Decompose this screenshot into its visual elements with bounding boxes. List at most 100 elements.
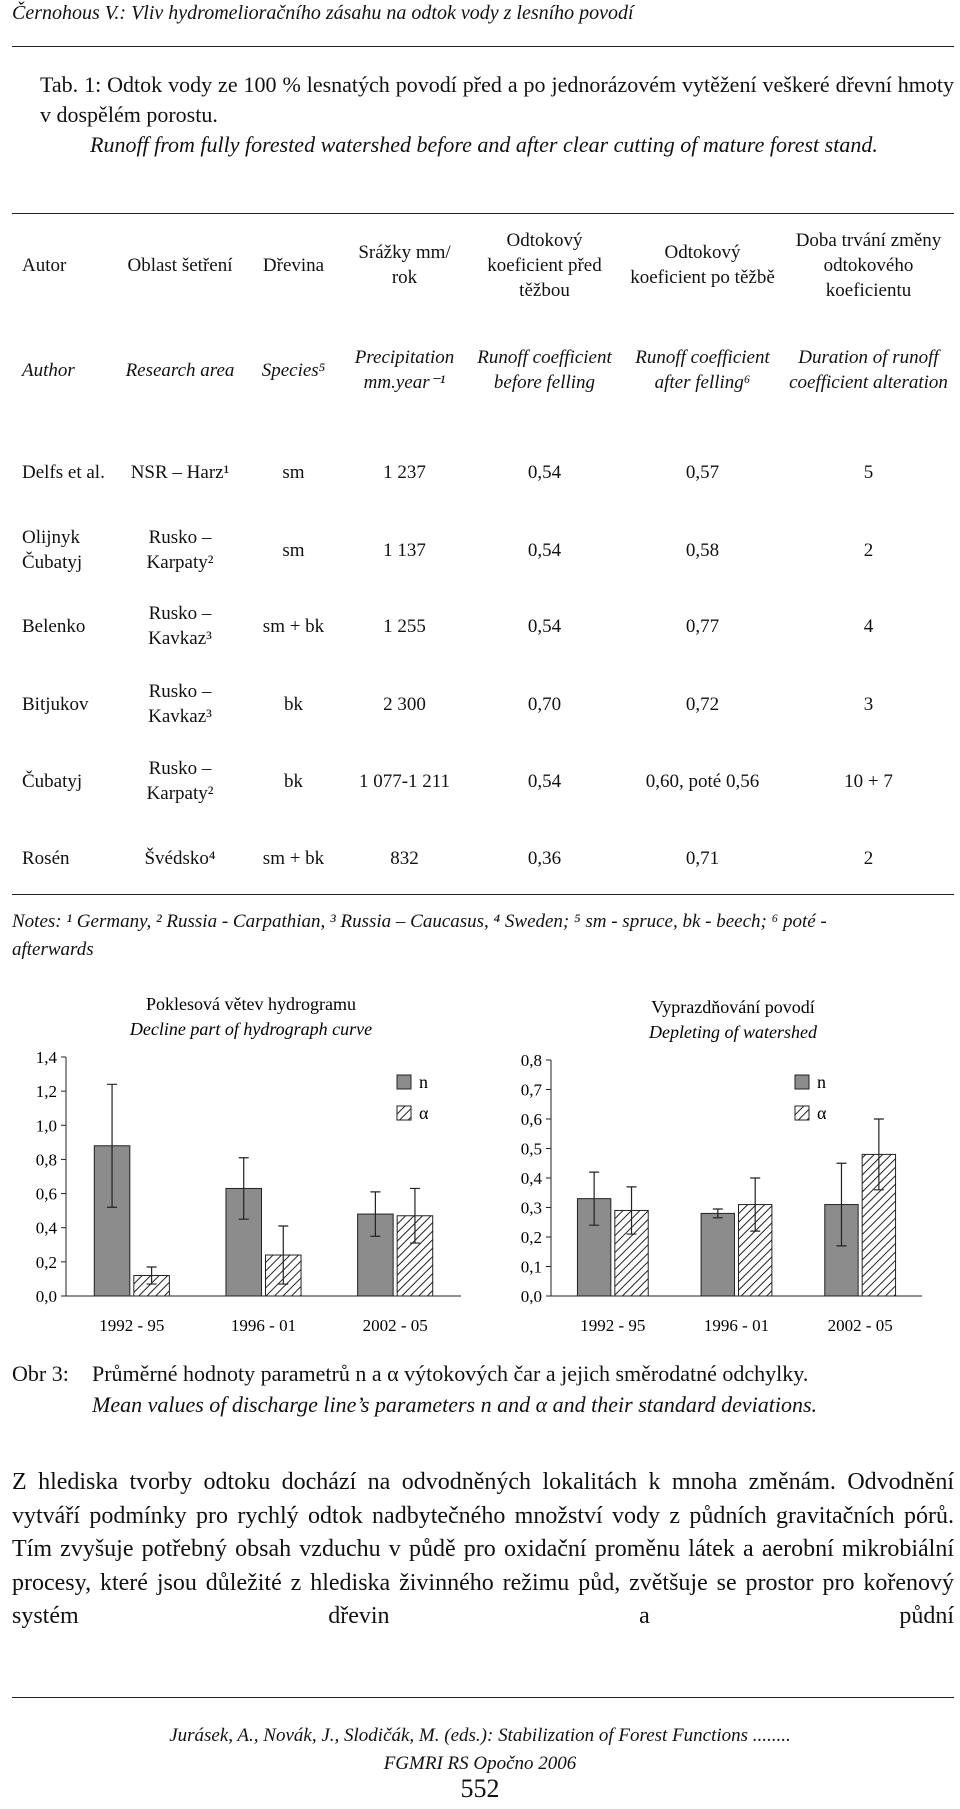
table-cell: sm + bk xyxy=(262,615,325,637)
page-number: 552 xyxy=(460,1774,500,1803)
error-bar xyxy=(238,1157,249,1220)
y-tick-label: 0,2 xyxy=(521,1228,542,1247)
table-cell: 0,71 xyxy=(685,847,720,869)
error-bar xyxy=(626,1186,637,1235)
table-cell: NSR – Harz¹ xyxy=(130,461,230,483)
chart-title: Vyprazdňování povodí xyxy=(651,997,814,1017)
error-bar xyxy=(409,1187,420,1244)
figure-caption-label: Obr 3: xyxy=(12,1361,69,1386)
table-cell: Čubatyj xyxy=(22,770,83,792)
table-cell: 1 137 xyxy=(383,539,426,561)
y-tick-label: 1,2 xyxy=(36,1082,57,1101)
legend-swatch xyxy=(794,1074,810,1090)
table-caption: Tab. 1: Odtok vody ze 100 % lesnatých po… xyxy=(40,70,954,160)
table-cell: Olijnyk Čubatyj xyxy=(22,527,83,573)
y-tick-label: 0,3 xyxy=(521,1199,542,1218)
table-cell: 0,57 xyxy=(685,461,720,483)
y-tick-label: 0,6 xyxy=(36,1185,57,1204)
chart-subtitle: Depleting of watershed xyxy=(648,1022,818,1042)
table-cell: 4 xyxy=(863,615,874,637)
x-tick-label: 2002 - 05 xyxy=(828,1316,893,1335)
error-bar xyxy=(146,1266,157,1285)
table-cell: 10 + 7 xyxy=(844,770,893,792)
table-cell: Dřevina xyxy=(262,254,325,276)
table-cell: sm xyxy=(282,539,305,561)
table-cell: Srážky mm/ rok xyxy=(358,242,451,288)
footer-rule xyxy=(12,1697,954,1698)
table-cell: 0,72 xyxy=(685,693,720,715)
y-tick-label: 0,0 xyxy=(36,1287,57,1306)
table-cell: Doba trvání změny odtokového koeficientu xyxy=(795,229,942,301)
figure-caption: Obr 3: Průměrné hodnoty parametrů n a α … xyxy=(12,1358,954,1420)
table-cell: 0,60, poté 0,56 xyxy=(645,770,760,792)
legend-swatch xyxy=(396,1105,412,1121)
table-cell: 0,54 xyxy=(527,461,562,483)
y-tick-label: 0,1 xyxy=(521,1258,542,1277)
table-cell: Runoff coefficient after felling⁶ xyxy=(635,347,770,393)
table-cell: 1 255 xyxy=(383,615,426,637)
y-tick-label: 0,8 xyxy=(521,1051,542,1070)
y-tick-label: 0,0 xyxy=(521,1287,542,1306)
legend-label: n xyxy=(817,1072,826,1092)
footer: Jurásek, A., Novák, J., Slodičák, M. (ed… xyxy=(0,1722,960,1778)
error-bar xyxy=(873,1118,884,1191)
table-caption-cz: Tab. 1: Odtok vody ze 100 % lesnatých po… xyxy=(40,72,954,127)
y-tick-label: 1,0 xyxy=(36,1116,57,1135)
footer-line: FGMRI RS Opočno 2006 xyxy=(383,1753,577,1774)
error-bar xyxy=(836,1162,847,1247)
y-tick-label: 0,4 xyxy=(521,1169,543,1188)
table-bottom-rule xyxy=(12,894,954,895)
table-cell: Species⁵ xyxy=(261,359,326,381)
x-tick-label: 1996 - 01 xyxy=(704,1316,769,1335)
footer-line: Jurásek, A., Novák, J., Slodičák, M. (ed… xyxy=(169,1725,791,1746)
figure-caption-en: Mean values of discharge line’s paramete… xyxy=(92,1392,818,1417)
error-bar xyxy=(107,1083,118,1208)
table-cell: Runoff coefficient before felling xyxy=(477,347,612,393)
legend-swatch xyxy=(396,1074,412,1090)
table-cell: 2 300 xyxy=(383,693,426,715)
table-cell: sm xyxy=(282,461,305,483)
table-cell: 0,70 xyxy=(527,693,562,715)
y-tick-label: 0,7 xyxy=(521,1081,543,1100)
table-cell: Research area xyxy=(125,359,235,381)
table-cell: Odtokový koeficient před těžbou xyxy=(487,229,602,301)
table-cell: 0,54 xyxy=(527,770,562,792)
y-tick-label: 0,8 xyxy=(36,1150,57,1169)
chart-subtitle: Decline part of hydrograph curve xyxy=(129,1019,372,1039)
figure: Poklesová větev hydrogramu Decline part o… xyxy=(36,994,922,1335)
table-cell: 832 xyxy=(390,847,419,869)
notes: Notes: ¹ Germany, ² Russia - Carpathian,… xyxy=(12,911,827,960)
table-cell: 5 xyxy=(863,461,874,483)
legend-swatch xyxy=(794,1105,810,1121)
table-cell: 0,36 xyxy=(527,847,562,869)
table-cell: 2 xyxy=(863,847,874,869)
running-title: Černohous V.: Vliv hydromelioračního zás… xyxy=(12,2,634,24)
table-cell: 0,58 xyxy=(685,539,720,561)
table-cell: sm + bk xyxy=(262,847,325,869)
figure-caption-cz: Průměrné hodnoty parametrů n a α výtokov… xyxy=(92,1361,809,1386)
table-cell: Oblast šetření xyxy=(127,254,233,276)
table-cell: Rusko – Kavkaz³ xyxy=(148,603,212,649)
table-cell: 0,77 xyxy=(685,615,720,637)
bar xyxy=(700,1212,735,1297)
table-cell: 3 xyxy=(863,693,874,715)
table-cell: Autor xyxy=(22,254,67,276)
body-paragraph: Z hlediska tvorby odtoku dochází na odvo… xyxy=(12,1469,954,1630)
y-tick-label: 0,2 xyxy=(36,1253,57,1272)
table-cell: Bitjukov xyxy=(22,693,89,715)
legend-label: α xyxy=(419,1103,429,1123)
x-tick-label: 1992 - 95 xyxy=(99,1316,164,1335)
table-cell: bk xyxy=(284,693,303,715)
error-bar xyxy=(750,1177,761,1232)
error-bar xyxy=(370,1191,381,1237)
table-cell: Rosén xyxy=(22,847,70,869)
table-cell: bk xyxy=(284,770,303,792)
table-cell: Delfs et al. xyxy=(22,461,105,483)
y-tick-label: 1,4 xyxy=(36,1048,58,1067)
legend-label: n xyxy=(419,1072,428,1092)
x-tick-label: 1996 - 01 xyxy=(231,1316,296,1335)
table-cell: Rusko – Kavkaz³ xyxy=(148,681,212,727)
y-tick-label: 0,6 xyxy=(521,1110,542,1129)
table-cell: Author xyxy=(22,359,75,381)
